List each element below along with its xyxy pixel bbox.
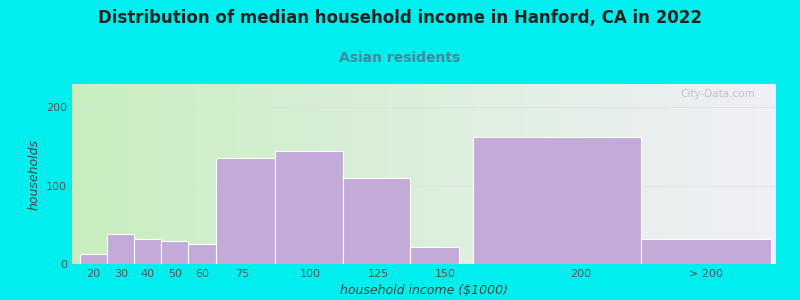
- Text: City-Data.com: City-Data.com: [680, 89, 755, 99]
- Bar: [80, 254, 107, 264]
- Bar: [107, 234, 134, 264]
- Bar: [342, 178, 410, 264]
- Bar: [134, 239, 162, 264]
- Bar: [162, 241, 189, 264]
- Bar: [275, 151, 342, 264]
- Text: Asian residents: Asian residents: [339, 51, 461, 65]
- Bar: [641, 239, 770, 264]
- Bar: [189, 244, 215, 264]
- Bar: [215, 158, 275, 264]
- Bar: [410, 247, 459, 264]
- Text: Distribution of median household income in Hanford, CA in 2022: Distribution of median household income …: [98, 9, 702, 27]
- X-axis label: household income ($1000): household income ($1000): [340, 284, 508, 297]
- Y-axis label: households: households: [27, 139, 41, 209]
- Bar: [473, 137, 641, 264]
